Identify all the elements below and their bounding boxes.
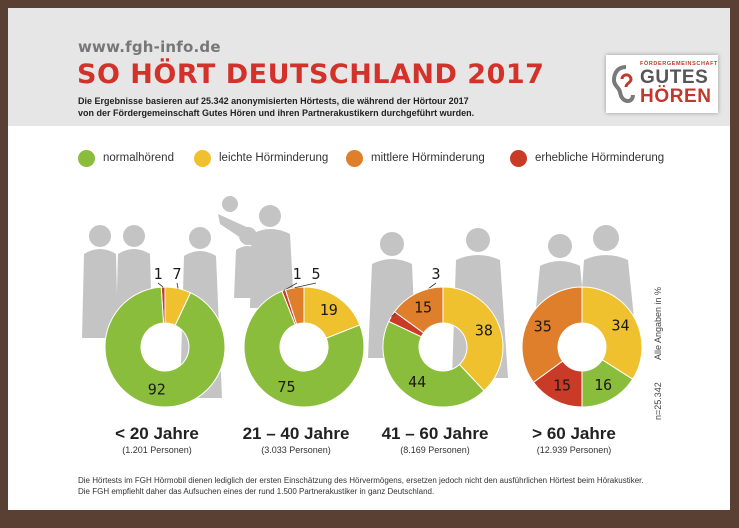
donut-3-value-normal: 16 xyxy=(594,376,612,394)
legend-item-mittel: mittlere Hörminderung xyxy=(346,148,485,168)
logo-top-text: FÖRDERGEMEINSCHAFT xyxy=(640,61,719,67)
donut-0-slice-normal xyxy=(104,286,226,408)
subtitle-line-1: Die Ergebnisse basieren auf 25.342 anony… xyxy=(78,96,469,106)
legend-swatch-leicht xyxy=(194,149,211,167)
persons-label-0: (1.201 Personen) xyxy=(122,445,192,455)
age-label-0: < 20 Jahre xyxy=(115,424,199,443)
sample-size-note: n=25.342 xyxy=(653,382,663,420)
page-title: SO HÖRT DEUTSCHLAND 2017 xyxy=(77,59,545,90)
donut-2-value-leicht: 38 xyxy=(475,321,493,339)
donut-2-value-normal: 44 xyxy=(408,373,426,391)
age-label-2: 41 – 60 Jahre xyxy=(381,424,489,443)
subtitle-line-2: von der Fördergemeinschaft Gutes Hören u… xyxy=(78,108,475,118)
legend-item-erheblich: erhebliche Hörminderung xyxy=(510,148,664,168)
legend-label-normal: normalhörend xyxy=(103,152,174,164)
fgh-logo: FÖRDERGEMEINSCHAFT GUTES HÖREN xyxy=(606,55,718,113)
donut-3-value-erheblich: 15 xyxy=(553,377,571,395)
age-label-1: 21 – 40 Jahre xyxy=(242,424,350,443)
website-url[interactable]: www.fgh-info.de xyxy=(78,38,221,56)
donut-1-slice-normal xyxy=(243,290,365,408)
logo-line-2: HÖREN xyxy=(640,86,712,107)
persons-label-3: (12.939 Personen) xyxy=(536,445,612,455)
donut-0-leader-erheblich xyxy=(157,282,164,288)
donut-3-slice-mittel xyxy=(521,286,583,383)
persons-label-2: (8.169 Personen) xyxy=(400,445,470,455)
ear-logo-icon xyxy=(612,65,635,103)
donut-3-slice-leicht xyxy=(581,286,643,380)
header-band: www.fgh-info.de SO HÖRT DEUTSCHLAND 2017… xyxy=(8,8,730,126)
donut-0-value-leicht: 7 xyxy=(172,265,181,283)
donut-1-value-leicht: 19 xyxy=(320,301,338,319)
footer-note: Die Hörtests im FGH Hörmobil dienen ledi… xyxy=(78,475,644,497)
donut-2-slice-leicht xyxy=(442,286,504,392)
legend-swatch-mittel xyxy=(346,149,363,167)
donut-1-value-normal: 75 xyxy=(277,378,295,396)
infographic-card: www.fgh-info.de SO HÖRT DEUTSCHLAND 2017… xyxy=(8,8,730,510)
legend-item-normal: normalhörend xyxy=(78,148,174,168)
persons-label-1: (3.033 Personen) xyxy=(261,445,331,455)
footer-line-2: Die FGH empfiehlt daher das Aufsuchen ei… xyxy=(78,487,435,496)
donut-0-value-erheblich: 1 xyxy=(153,265,162,283)
donut-2-value-mittel: 15 xyxy=(414,298,432,316)
donut-2-value-erheblich: 3 xyxy=(431,265,440,283)
legend-item-leicht: leichte Hörminderung xyxy=(194,148,328,168)
donut-3-value-leicht: 34 xyxy=(612,316,630,334)
legend-swatch-erheblich xyxy=(510,149,527,167)
donut-1-value-erheblich: 1 xyxy=(292,265,301,283)
donut-2-slice-normal xyxy=(382,320,485,408)
legend-label-erheblich: erhebliche Hörminderung xyxy=(535,152,665,164)
donut-0-value-normal: 92 xyxy=(148,381,166,399)
legend-label-leicht: leichte Hörminderung xyxy=(219,152,329,164)
legend-swatch-normal xyxy=(78,149,95,167)
percent-note: Alle Angaben in % xyxy=(653,286,663,360)
footer-line-1: Die Hörtests im FGH Hörmobil dienen ledi… xyxy=(78,476,644,485)
donut-3-slice-normal xyxy=(581,359,634,408)
subtitle: Die Ergebnisse basieren auf 25.342 anony… xyxy=(78,95,474,119)
legend-label-mittel: mittlere Hörminderung xyxy=(371,152,485,164)
donut-0-leader-leicht xyxy=(176,282,179,289)
donut-3-value-mittel: 35 xyxy=(534,318,552,336)
donut-1-value-mittel: 5 xyxy=(311,265,320,283)
logo-line-1: GUTES xyxy=(640,67,709,88)
donut-1-leader-mittel xyxy=(294,282,317,289)
age-label-3: > 60 Jahre xyxy=(532,424,616,443)
